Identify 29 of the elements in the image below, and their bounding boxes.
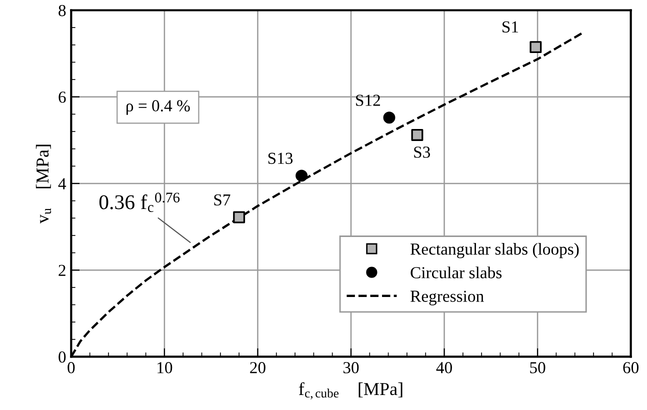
- y-tick-label: 6: [58, 92, 66, 103]
- point: [530, 41, 542, 54]
- y-tick-label: 2: [58, 264, 66, 276]
- point: [296, 170, 308, 182]
- y-tick-label: 8: [58, 4, 66, 16]
- annotation: S7: [214, 194, 230, 206]
- annotation: S13: [268, 152, 293, 164]
- annotation: ρ = 0.4 %: [126, 100, 190, 115]
- x-tick-label: 20: [250, 362, 266, 374]
- x-tick-label: 0: [68, 362, 75, 374]
- point: [411, 128, 424, 141]
- x-tick-label: 40: [436, 362, 452, 374]
- y-tick-label: 4: [58, 178, 66, 190]
- x-tick-label: 60: [623, 362, 639, 374]
- point: [233, 211, 246, 224]
- y-tick-label: 0: [58, 351, 66, 363]
- x-tick-label: 30: [343, 362, 359, 374]
- legend-label: Regression: [410, 290, 484, 306]
- text: v$_{u}$ [MPa]: [36, 144, 52, 224]
- annotation: 0.36 f$_{c}$$^{0.76}$: [99, 192, 180, 212]
- legend-label: Rectangular slabs (loops): [410, 243, 579, 258]
- annotation: S3: [414, 146, 430, 158]
- x-tick-label: 50: [530, 362, 546, 374]
- x-tick-label: 10: [158, 362, 172, 374]
- legend-label: Circular slabs: [410, 266, 502, 278]
- annotation: S1: [502, 21, 518, 33]
- annotation: S12: [356, 94, 380, 106]
- point: [383, 112, 396, 124]
- text: f$_{c,cube}$ [MPa]: [298, 382, 402, 400]
